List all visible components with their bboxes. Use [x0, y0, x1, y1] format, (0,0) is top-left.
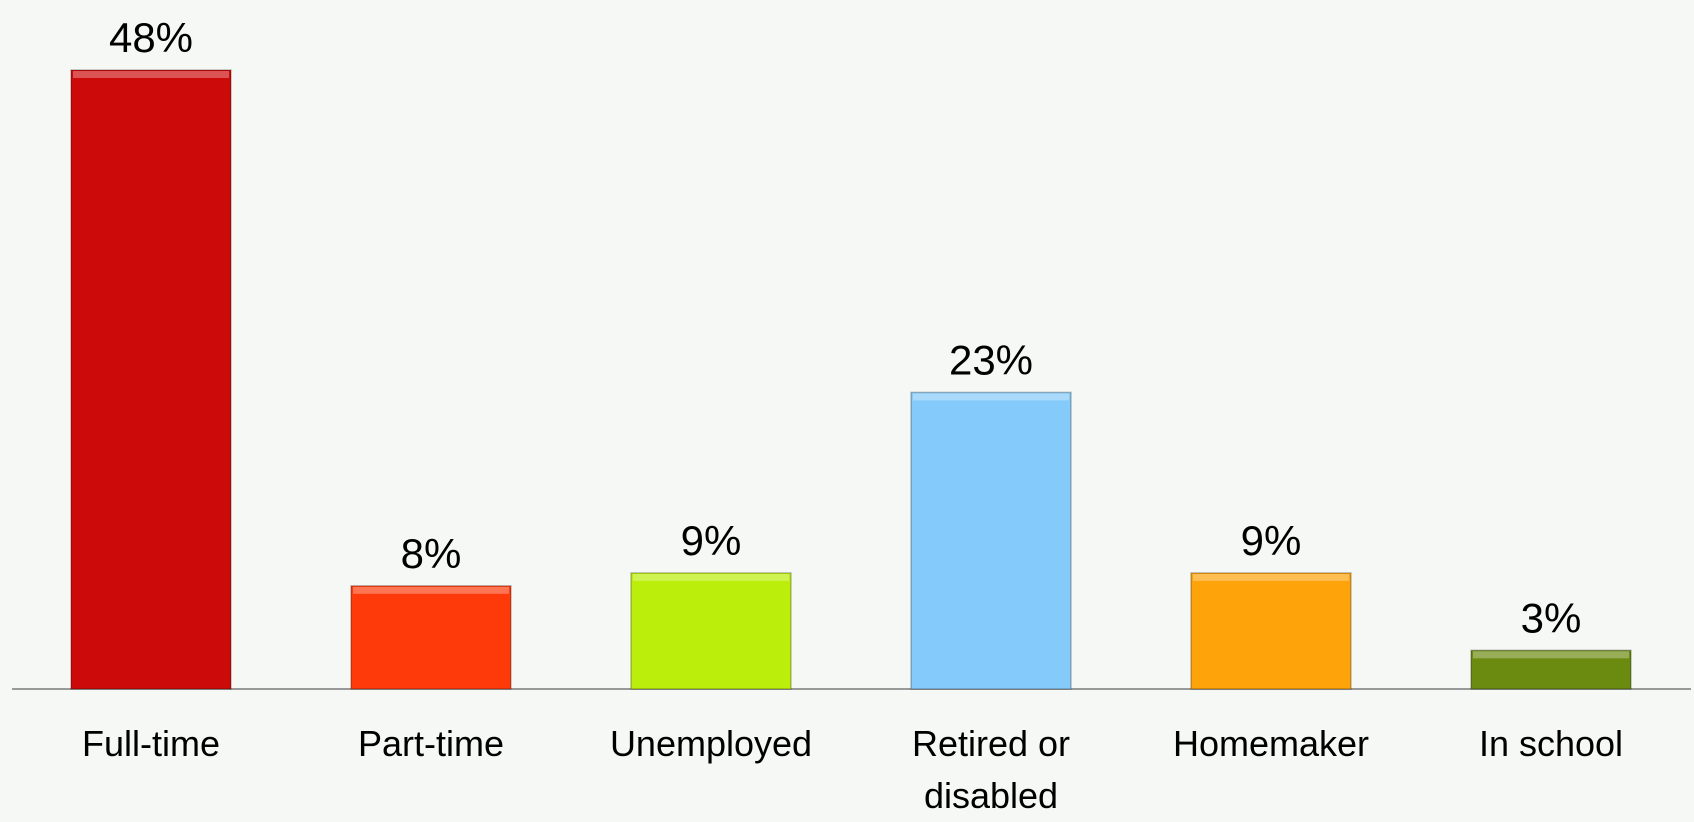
- data-label: 48%: [109, 14, 193, 61]
- x-tick-label: In school: [1478, 723, 1624, 764]
- bar-highlight: [1193, 573, 1349, 581]
- data-label: 9%: [681, 517, 742, 564]
- bar-highlight: [913, 393, 1069, 401]
- data-label: 3%: [1521, 594, 1582, 641]
- x-tick-label: Part-time: [357, 723, 505, 764]
- x-tick-label: Retired or disabled: [911, 723, 1071, 816]
- data-label: 8%: [401, 530, 462, 577]
- bar: [1470, 649, 1632, 690]
- data-label: 9%: [1241, 517, 1302, 564]
- x-tick-label: Homemaker: [1172, 723, 1370, 764]
- bar: [70, 69, 232, 690]
- x-tick-label: Full-time: [81, 723, 220, 764]
- bar: [630, 572, 792, 690]
- bar-highlight: [1473, 651, 1629, 659]
- bar: [350, 585, 512, 690]
- x-tick-label: Unemployed: [609, 723, 813, 764]
- bar: [910, 391, 1072, 690]
- bar-highlight: [353, 586, 509, 594]
- bar-highlight: [73, 71, 229, 78]
- bar-highlight: [633, 573, 789, 581]
- bar: [1190, 572, 1352, 690]
- data-label: 23%: [949, 336, 1033, 383]
